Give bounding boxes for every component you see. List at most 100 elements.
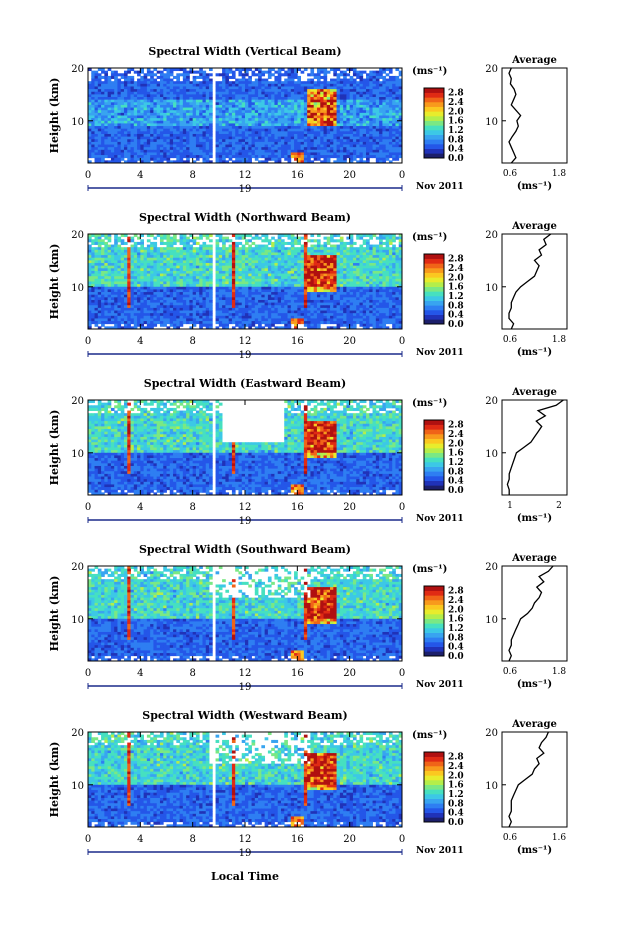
heatmap-cell [238, 157, 243, 161]
heatmap-cell [137, 118, 141, 122]
heatmap-cell [359, 281, 364, 285]
heatmap-cell [235, 152, 239, 156]
heatmap-cell [251, 278, 256, 282]
heatmap-cell [173, 263, 177, 267]
heatmap-cell [320, 160, 324, 164]
heatmap-cell [173, 152, 177, 156]
heatmap-cell [336, 152, 341, 156]
heatmap-cell [277, 99, 282, 103]
heatmap-cell [199, 268, 203, 272]
heatmap-cell [195, 107, 200, 111]
heatmap-cell [313, 252, 318, 256]
heatmap-cell [189, 270, 194, 274]
heatmap-cell [225, 126, 230, 130]
heatmap-cell [316, 144, 321, 148]
heatmap-cell [238, 236, 243, 240]
heatmap-cell [166, 236, 171, 240]
heatmap-cell [225, 278, 230, 282]
heatmap-cell [372, 247, 377, 251]
heatmap-cell [303, 278, 308, 282]
heatmap-cell [182, 118, 187, 122]
heatmap-cell [300, 255, 305, 259]
heatmap-cell [97, 89, 102, 93]
heatmap-cell [346, 123, 351, 127]
heatmap-cell [199, 104, 203, 108]
heatmap-cell [235, 157, 239, 161]
heatmap-cell [133, 281, 138, 285]
heatmap-cell [356, 75, 360, 79]
heatmap-cell [271, 141, 275, 145]
heatmap-cell [280, 107, 285, 111]
heatmap-cell [143, 284, 148, 288]
heatmap-cell [205, 141, 210, 145]
heatmap-cell [222, 139, 226, 143]
heatmap-cell [382, 265, 387, 269]
heatmap-cell [91, 239, 95, 243]
heatmap-cell [336, 112, 341, 116]
heatmap-cell [120, 120, 125, 124]
heatmap-cell [267, 136, 272, 140]
heatmap-cell [182, 110, 187, 114]
heatmap-cell [352, 107, 357, 111]
heatmap-cell [349, 112, 354, 116]
heatmap-cell [300, 141, 305, 145]
heatmap-cell [114, 126, 118, 130]
heatmap-cell [202, 141, 207, 145]
heatmap-cell [173, 284, 177, 288]
heatmap-cell [398, 255, 403, 259]
heatmap-cell [182, 276, 187, 280]
heatmap-cell [186, 236, 190, 240]
heatmap-cell [123, 155, 128, 159]
heatmap-cell [267, 255, 272, 259]
heatmap-cell [231, 112, 236, 116]
heatmap-cell [280, 249, 285, 253]
heatmap-cell [366, 133, 370, 138]
heatmap-cell [146, 268, 151, 272]
heatmap-cell [297, 273, 301, 277]
heatmap-cell [205, 112, 210, 116]
heatmap-cell [356, 99, 360, 103]
heatmap-cell [352, 133, 357, 138]
heatmap-cell [258, 284, 262, 288]
heatmap-cell [91, 73, 95, 77]
heatmap-cell [375, 91, 380, 95]
heatmap-cell [300, 149, 305, 153]
heatmap-cell [264, 112, 269, 116]
heatmap-cell [271, 265, 275, 269]
heatmap-cell [123, 89, 128, 93]
heatmap-cell [186, 118, 190, 122]
heatmap-cell [130, 104, 135, 108]
panel-title: Spectral Width (Northward Beam) [139, 211, 351, 224]
heatmap-cell [356, 270, 360, 274]
heatmap-cell [362, 268, 367, 272]
heatmap-cell [146, 160, 151, 164]
heatmap-cell [238, 86, 243, 90]
heatmap-cell [313, 128, 318, 132]
heatmap-cell [366, 128, 370, 132]
heatmap-cell [369, 104, 373, 108]
heatmap-cell [369, 247, 373, 251]
heatmap-cell [323, 94, 328, 98]
heatmap-cell [392, 147, 396, 151]
heatmap-cell [91, 234, 95, 238]
heatmap-cell [388, 75, 393, 79]
heatmap-cell [349, 255, 354, 259]
heatmap-cell [143, 276, 148, 280]
heatmap-cell [235, 91, 239, 95]
heatmap-cell [231, 115, 236, 119]
heatmap-cell [248, 128, 252, 132]
heatmap-cell [307, 126, 311, 130]
heatmap-cell [385, 94, 390, 98]
heatmap-cell [195, 276, 200, 280]
heatmap-cell [323, 144, 328, 148]
heatmap-cell [339, 133, 344, 138]
heatmap-cell [280, 139, 285, 143]
heatmap-cell [349, 110, 354, 114]
heatmap-cell [169, 247, 174, 251]
heatmap-cell [310, 255, 315, 259]
heatmap-cell [199, 70, 203, 74]
heatmap-cell [104, 265, 109, 269]
heatmap-cell [130, 149, 135, 153]
heatmap-cell [356, 247, 360, 251]
heatmap-cell [228, 99, 233, 103]
